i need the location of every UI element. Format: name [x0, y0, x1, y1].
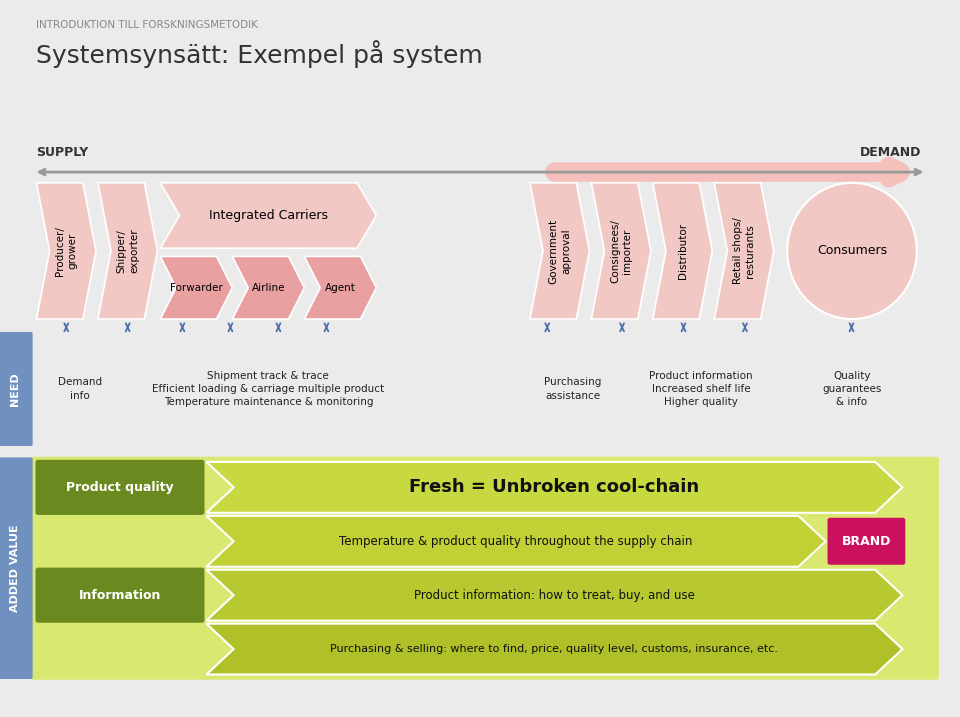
Text: Retail shops/
resturants: Retail shops/ resturants	[732, 217, 756, 285]
Text: Airline: Airline	[252, 282, 285, 293]
Text: Product quality: Product quality	[66, 481, 174, 494]
Text: Consumers: Consumers	[817, 244, 887, 257]
FancyBboxPatch shape	[0, 332, 33, 446]
Polygon shape	[653, 183, 712, 319]
Text: Shipper/
exporter: Shipper/ exporter	[116, 229, 139, 273]
Polygon shape	[206, 516, 826, 566]
Polygon shape	[206, 462, 902, 513]
Text: Government
approval: Government approval	[548, 219, 571, 283]
Text: Consignees/
importer: Consignees/ importer	[610, 219, 633, 283]
Text: Purchasing & selling: where to find, price, quality level, customs, insurance, e: Purchasing & selling: where to find, pri…	[330, 644, 779, 654]
Text: INTRODUKTION TILL FORSKNINGSMETODIK: INTRODUKTION TILL FORSKNINGSMETODIK	[36, 20, 258, 30]
Polygon shape	[530, 183, 589, 319]
FancyBboxPatch shape	[0, 457, 33, 679]
FancyBboxPatch shape	[36, 568, 204, 623]
Text: Shipment track & trace
Efficient loading & carriage multiple product
Temperature: Shipment track & trace Efficient loading…	[153, 371, 384, 407]
Polygon shape	[206, 624, 902, 675]
Ellipse shape	[787, 183, 917, 319]
Text: Information: Information	[79, 589, 161, 602]
Text: Purchasing
assistance: Purchasing assistance	[544, 377, 602, 401]
Text: ADDED VALUE: ADDED VALUE	[11, 524, 20, 612]
Polygon shape	[36, 183, 96, 319]
Text: Distributor: Distributor	[678, 223, 687, 279]
Text: Fresh = Unbroken cool-chain: Fresh = Unbroken cool-chain	[409, 478, 700, 496]
Polygon shape	[714, 183, 774, 319]
Text: SUPPLY: SUPPLY	[36, 146, 88, 159]
Text: BRAND: BRAND	[842, 535, 891, 548]
Text: Forwarder: Forwarder	[170, 282, 223, 293]
Polygon shape	[206, 570, 902, 621]
Polygon shape	[160, 257, 232, 319]
Polygon shape	[232, 257, 304, 319]
Text: Product information: how to treat, buy, and use: Product information: how to treat, buy, …	[414, 589, 695, 602]
Polygon shape	[591, 183, 651, 319]
Text: DEMAND: DEMAND	[860, 146, 922, 159]
Polygon shape	[98, 183, 157, 319]
Text: Product information
Increased shelf life
Higher quality: Product information Increased shelf life…	[650, 371, 753, 407]
FancyBboxPatch shape	[828, 518, 905, 565]
Text: Integrated Carriers: Integrated Carriers	[209, 209, 327, 222]
Text: Temperature & product quality throughout the supply chain: Temperature & product quality throughout…	[339, 535, 693, 548]
Text: Systemsynsätt: Exempel på system: Systemsynsätt: Exempel på system	[36, 40, 483, 67]
FancyBboxPatch shape	[31, 457, 939, 680]
Polygon shape	[160, 183, 376, 248]
Polygon shape	[304, 257, 376, 319]
Text: Producer/
grower: Producer/ grower	[55, 226, 78, 276]
Text: Quality
guarantees
& info: Quality guarantees & info	[823, 371, 881, 407]
Text: Demand
info: Demand info	[58, 377, 102, 401]
FancyBboxPatch shape	[36, 460, 204, 515]
Text: NEED: NEED	[11, 372, 20, 406]
Text: Agent: Agent	[324, 282, 356, 293]
